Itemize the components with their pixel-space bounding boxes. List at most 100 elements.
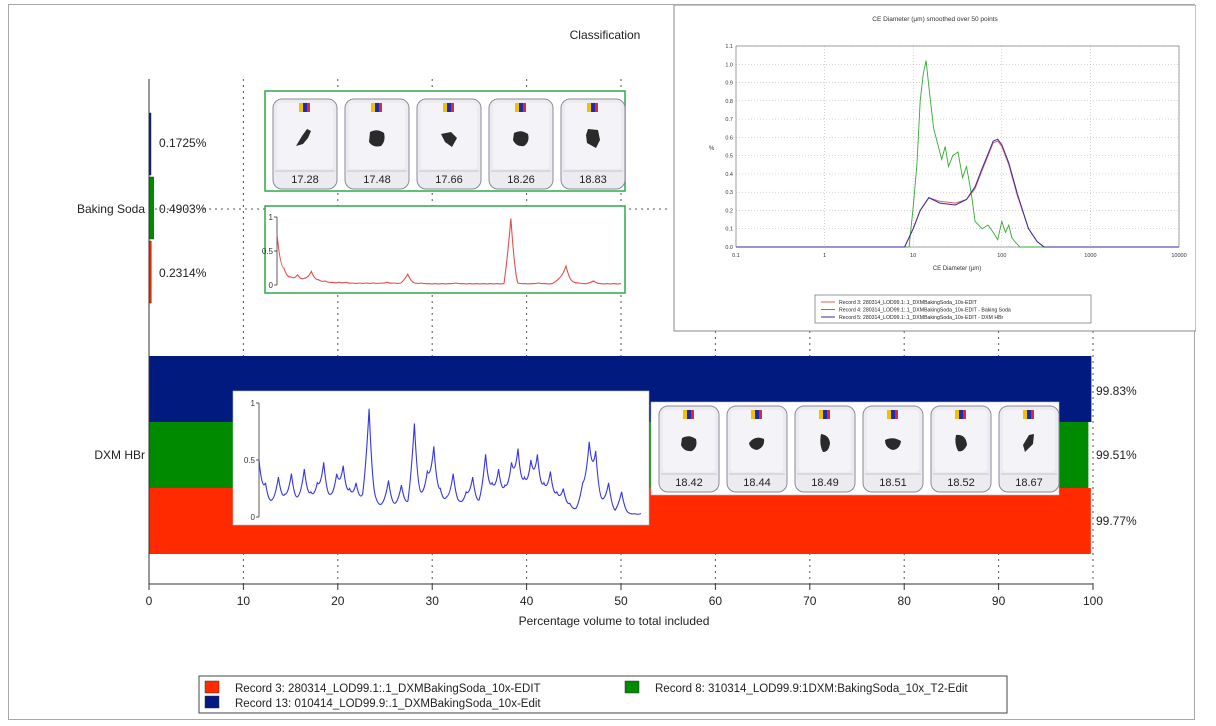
legend-swatch-record13 <box>204 695 220 709</box>
inset-series-lines <box>736 60 1179 248</box>
particle-image <box>681 436 697 452</box>
baking-soda-y-tick-label-1: 1 <box>269 213 274 222</box>
marker-red <box>523 103 526 112</box>
marker-blue <box>823 410 827 419</box>
inset-y-tick-0.8: 0.8 <box>725 99 733 105</box>
baking-soda-spectrum: 00.51 <box>262 213 622 290</box>
inset-y-tick-0.4: 0.4 <box>725 172 733 178</box>
x-tick-label-90: 90 <box>992 594 1006 608</box>
thumbnail-value: 18.44 <box>743 477 771 489</box>
x-tick-label-30: 30 <box>426 594 440 608</box>
inset-title: CE Diameter (µm) smoothed over 50 points <box>872 16 998 23</box>
baking-soda-y-tick-label-0.5: 0.5 <box>262 247 274 256</box>
marker-red <box>759 410 762 419</box>
marker-yellow <box>683 410 687 419</box>
dxm-y-tick-label-0: 0 <box>251 513 256 522</box>
classification-chart: Classification 0 10 20 30 40 50 60 70 80 90 100 Ba… <box>77 4 1197 714</box>
inset-x-tick-1: 1 <box>823 253 826 259</box>
marker-red <box>1031 410 1034 419</box>
marker-blue <box>687 410 691 419</box>
x-tick-label-20: 20 <box>331 594 345 608</box>
inset-y-tick-0.7: 0.7 <box>725 117 733 123</box>
dxm-spectrum-box <box>232 390 650 526</box>
x-axis-ticks: 0 10 20 30 40 50 60 70 80 90 100 <box>146 584 1103 608</box>
inset-legend-label-2: Record 4: 280314_LOD99.1:.1_DXMBakingSod… <box>839 308 1011 314</box>
inset-legend-box <box>814 294 1092 324</box>
marker-blue <box>891 410 895 419</box>
inset-x-tick-10: 10 <box>910 253 916 259</box>
thumbnail-value: 17.28 <box>291 174 319 186</box>
marker-blue <box>447 103 451 112</box>
thumbnail-value: 18.67 <box>1015 477 1043 489</box>
x-axis-label: Percentage volume to total included <box>519 614 710 628</box>
dxm-y-tick-label-0.5: 0.5 <box>244 456 256 465</box>
baking-soda-spectrum-line <box>276 218 622 285</box>
inset-legend: Record 3: 280314_LOD99.1:.1_DXMBakingSod… <box>821 300 1011 321</box>
particle-image <box>441 132 457 147</box>
x-tick-label-10: 10 <box>237 594 251 608</box>
dxm-hbr-spectrum: 00.51 <box>244 399 642 522</box>
marker-blue <box>1027 410 1031 419</box>
marker-yellow <box>751 410 755 419</box>
particle-image <box>586 129 600 148</box>
bar-label-baking-soda-record3: 0.2314% <box>159 266 207 280</box>
legend-box <box>198 675 1008 714</box>
x-tick-label-40: 40 <box>520 594 534 608</box>
particle-image <box>296 129 311 146</box>
marker-yellow <box>887 410 891 419</box>
inset-y-tick-0.1: 0.1 <box>725 227 733 233</box>
legend-label-record13: Record 13: 010414_LOD99.9:.1_DXMBakingSo… <box>235 698 541 710</box>
chart-frame: Classification 0 10 20 30 40 50 60 70 80 90 100 Ba… <box>8 4 1197 720</box>
marker-blue <box>959 410 963 419</box>
inset-y-tick-1.0: 1.0 <box>725 62 733 68</box>
marker-yellow <box>955 410 959 419</box>
marker-red <box>691 410 694 419</box>
dxm-hbr-thumbnail-4: 18.51 <box>862 405 924 493</box>
dxm-hbr-thumbnail-1: 18.42 <box>658 405 720 493</box>
inset-x-tick-0.1: 0.1 <box>732 253 740 259</box>
marker-yellow <box>819 410 823 419</box>
x-tick-label-70: 70 <box>803 594 817 608</box>
baking-soda-thumbnail-3: 17.66 <box>416 98 482 190</box>
particle-image <box>369 130 385 147</box>
x-tick-label-100: 100 <box>1083 594 1103 608</box>
inset-legend-label-1: Record 3: 280314_LOD99.1:.1_DXMBakingSod… <box>839 300 978 306</box>
bar-label-dxm-record13: 99.83% <box>1096 384 1137 398</box>
baking-soda-thumbnail-1: 17.28 <box>272 98 338 190</box>
marker-yellow <box>587 103 591 112</box>
inset-x-tick-1000: 1000 <box>1084 253 1096 259</box>
inset-x-tick-100: 100 <box>997 253 1006 259</box>
baking-soda-thumbnails: 17.28 17.48 17.66 18.26 18.83 <box>272 98 626 190</box>
dxm-hbr-thumbnails: 18.42 18.44 18.49 18.51 18.52 18.67 <box>658 405 1060 493</box>
bar-baking-soda-record8 <box>148 176 154 240</box>
marker-red <box>595 103 598 112</box>
legend: Record 3: 280314_LOD99.1:.1_DXMBakingSod… <box>198 675 1008 714</box>
dxm-spectrum-line <box>258 408 642 515</box>
baking-soda-thumbnail-5: 18.83 <box>560 98 626 190</box>
inset-y-tick-0.2: 0.2 <box>725 208 733 214</box>
x-tick-label-60: 60 <box>709 594 723 608</box>
bar-label-dxm-record8: 99.51% <box>1096 448 1137 462</box>
particle-image <box>513 131 529 147</box>
legend-label-record3: Record 3: 280314_LOD99.1:.1_DXMBakingSod… <box>235 683 541 695</box>
thumbnail-value: 18.49 <box>811 477 839 489</box>
thumbnail-value: 18.52 <box>947 477 975 489</box>
dxm-hbr-thumbnail-3: 18.49 <box>794 405 856 493</box>
particle-image <box>1023 434 1034 452</box>
category-label-dxm-hbr: DXM HBr <box>94 448 145 462</box>
inset-series-line-2 <box>736 60 1179 248</box>
inset-y-tick-0.0: 0.0 <box>725 245 733 251</box>
inset-series-line-3 <box>736 138 1179 248</box>
inset-y-tick-0.3: 0.3 <box>725 190 733 196</box>
marker-red <box>451 103 454 112</box>
marker-red <box>379 103 382 112</box>
inset-plot-area <box>735 45 1180 248</box>
inset-x-axis-label: CE Diameter (µm) <box>933 266 981 272</box>
inset-legend-label-3: Record 5: 280314_LOD99.1:.1_DXMBakingSod… <box>839 315 1004 321</box>
inset-x-ticks: 0.1 1 10 100 1000 10000 <box>732 253 1186 259</box>
inset-y-ticks: 0.0 0.1 0.2 0.3 0.4 0.5 0.6 0.7 0.8 0.9 1.0 1.1 <box>725 44 733 251</box>
inset-y-tick-0.6: 0.6 <box>725 135 733 141</box>
legend-swatch-record8 <box>624 680 640 694</box>
marker-blue <box>375 103 379 112</box>
thumbnail-value: 17.66 <box>435 174 463 186</box>
